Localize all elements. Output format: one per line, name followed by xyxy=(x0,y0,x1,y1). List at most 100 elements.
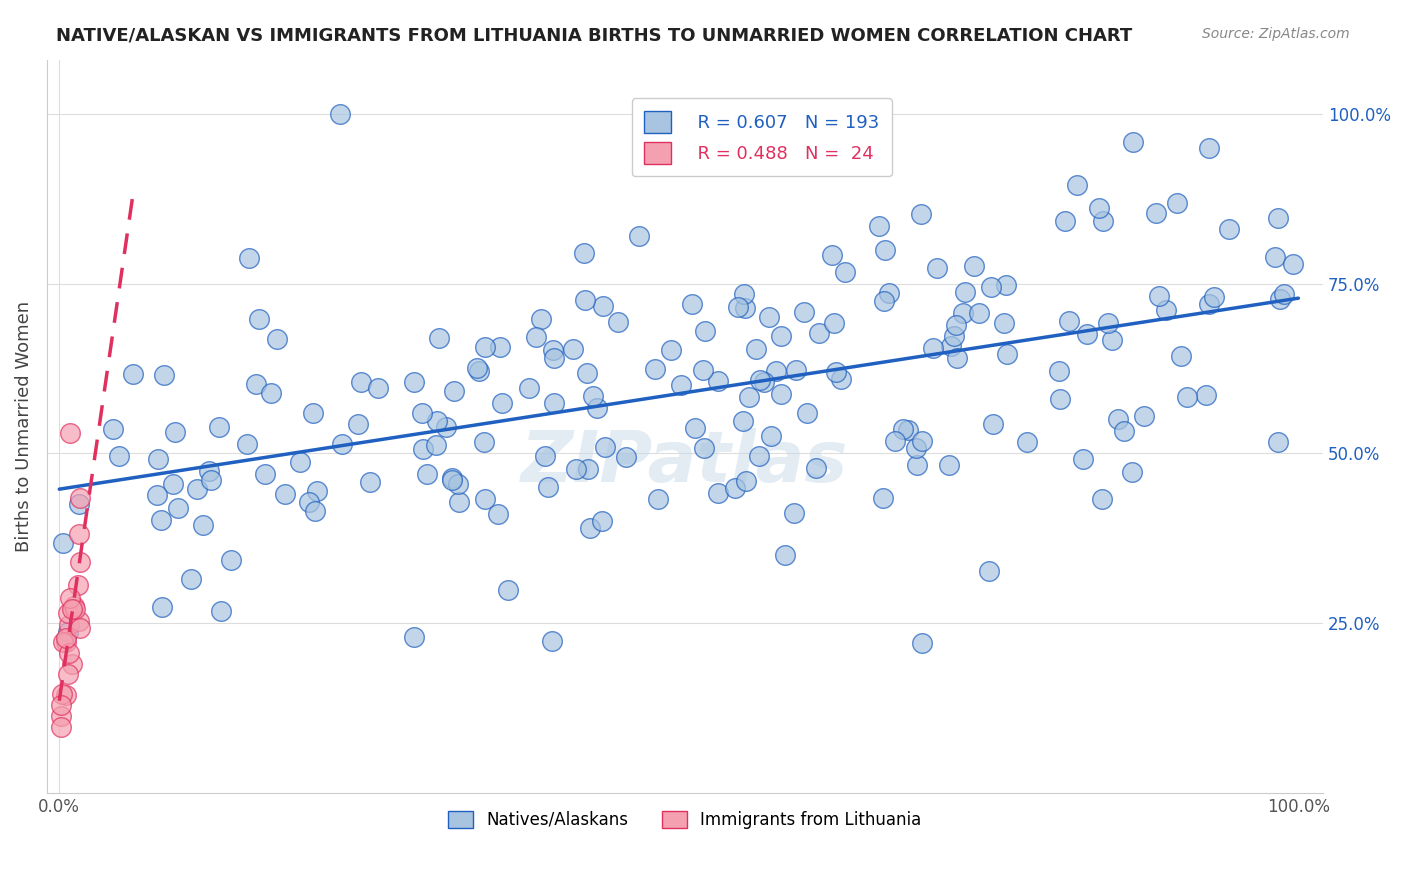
Point xyxy=(541,633,564,648)
Point xyxy=(576,462,599,476)
Text: NATIVE/ALASKAN VS IMMIGRANTS FROM LITHUANIA BIRTHS TO UNMARRIED WOMEN CORRELATIO: NATIVE/ALASKAN VS IMMIGRANTS FROM LITHUA… xyxy=(56,27,1132,45)
Point xyxy=(707,375,730,389)
Point xyxy=(905,441,928,455)
Y-axis label: Births to Unmarried Women: Births to Unmarried Women xyxy=(15,301,32,551)
Point xyxy=(1175,390,1198,404)
Point xyxy=(745,343,768,357)
Point xyxy=(186,482,208,496)
Point xyxy=(952,306,974,320)
Point xyxy=(474,492,496,507)
Point xyxy=(628,229,651,244)
Point xyxy=(1198,141,1220,155)
Point xyxy=(1101,333,1123,347)
Point xyxy=(59,425,82,440)
Point xyxy=(179,572,201,586)
Point xyxy=(247,312,270,326)
Point xyxy=(724,481,747,495)
Point xyxy=(946,351,969,366)
Point xyxy=(647,491,669,506)
Point xyxy=(574,293,596,308)
Point xyxy=(1270,292,1292,306)
Point xyxy=(329,107,352,121)
Point xyxy=(938,458,960,472)
Point xyxy=(995,347,1018,361)
Point xyxy=(447,477,470,491)
Point xyxy=(806,461,828,475)
Point xyxy=(1218,222,1240,236)
Point xyxy=(834,264,856,278)
Point xyxy=(67,577,90,591)
Point xyxy=(875,243,897,257)
Point xyxy=(796,406,818,420)
Point xyxy=(49,720,72,734)
Point xyxy=(1076,327,1098,342)
Point xyxy=(770,328,793,343)
Point xyxy=(52,634,75,648)
Point xyxy=(683,420,706,434)
Point xyxy=(59,591,82,605)
Point xyxy=(67,614,90,628)
Point xyxy=(692,363,714,377)
Point xyxy=(593,440,616,454)
Text: ZIPatlas: ZIPatlas xyxy=(522,428,849,497)
Point xyxy=(468,364,491,378)
Legend: Natives/Alaskans, Immigrants from Lithuania: Natives/Alaskans, Immigrants from Lithua… xyxy=(441,804,928,836)
Point xyxy=(67,527,90,541)
Point xyxy=(1198,297,1220,311)
Point xyxy=(449,495,471,509)
Point xyxy=(981,417,1004,432)
Point xyxy=(775,549,797,563)
Point xyxy=(434,420,457,434)
Point xyxy=(727,300,749,314)
Point xyxy=(579,521,602,535)
Point xyxy=(614,450,637,465)
Point xyxy=(122,368,145,382)
Point xyxy=(58,624,80,639)
Point xyxy=(868,219,890,234)
Point xyxy=(108,449,131,463)
Point xyxy=(404,375,426,389)
Point xyxy=(191,517,214,532)
Point xyxy=(1267,434,1289,449)
Point xyxy=(63,599,86,613)
Point xyxy=(301,406,323,420)
Point xyxy=(562,342,585,356)
Point xyxy=(1144,205,1167,219)
Point xyxy=(55,632,77,646)
Point xyxy=(427,331,450,345)
Point xyxy=(465,361,488,376)
Point xyxy=(830,372,852,386)
Point xyxy=(735,475,758,489)
Point xyxy=(253,467,276,481)
Point xyxy=(749,373,772,387)
Point xyxy=(517,381,540,395)
Point xyxy=(330,437,353,451)
Point xyxy=(807,326,830,340)
Point xyxy=(543,396,565,410)
Point xyxy=(963,260,986,274)
Point xyxy=(897,423,920,437)
Point xyxy=(911,434,934,448)
Point xyxy=(979,564,1001,578)
Point xyxy=(1015,434,1038,449)
Point xyxy=(51,687,73,701)
Point xyxy=(1154,303,1177,318)
Point xyxy=(731,414,754,428)
Point xyxy=(266,332,288,346)
Point xyxy=(793,305,815,319)
Point xyxy=(994,277,1017,292)
Point xyxy=(1107,412,1129,426)
Point xyxy=(443,384,465,399)
Point xyxy=(1091,491,1114,506)
Point xyxy=(1133,409,1156,423)
Point xyxy=(49,698,72,712)
Point xyxy=(150,599,173,614)
Point xyxy=(1166,196,1188,211)
Point xyxy=(530,312,553,326)
Point xyxy=(543,351,565,365)
Point xyxy=(905,458,928,472)
Point xyxy=(534,449,557,463)
Point xyxy=(238,251,260,265)
Point xyxy=(692,442,714,456)
Point xyxy=(592,299,614,313)
